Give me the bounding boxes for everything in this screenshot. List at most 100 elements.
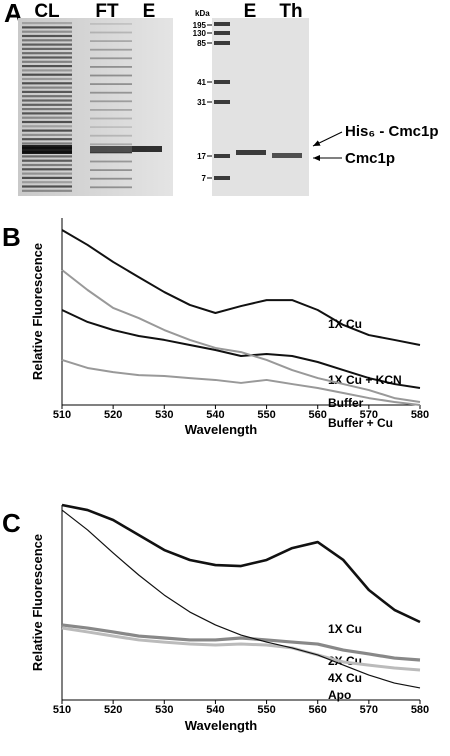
series-label: 1X Cu + KCN [328,373,402,387]
gel-band [22,56,72,59]
x-tick-label: 570 [360,409,378,421]
mw-label: 130 [193,29,207,38]
gel-band [22,155,72,158]
x-tick-label: 530 [155,409,173,421]
y-axis-label: Relative Fluorescence [30,243,45,380]
gel-right [212,18,309,196]
gel-band [214,154,230,158]
mw-label: 31 [197,98,206,107]
gel-band [214,100,230,104]
gel-band [214,22,230,26]
mw-label: 195 [193,21,207,30]
gel-band [22,112,72,115]
x-tick-label: 550 [257,409,275,421]
data-line [61,269,421,403]
gel-band [90,74,132,77]
x-tick-label: 570 [360,704,378,716]
gel-band [90,134,132,137]
series-label: 4X Cu [328,671,362,685]
data-line [61,626,421,672]
mw-label: 7 [202,174,207,183]
x-tick-label: 580 [411,409,429,421]
gel-band [22,52,72,55]
x-tick-label: 510 [53,409,71,421]
x-axis-label: Wavelength [185,718,258,733]
data-line [61,503,421,624]
gel-band [90,57,132,60]
data-line [61,623,421,662]
gel-band [22,30,72,33]
gel-bands [22,22,302,192]
y-axis-label: Relative Fluorescence [30,534,45,671]
series-label: Buffer [328,396,364,410]
gel-band [22,172,72,175]
gel-band [236,150,266,155]
gel-band [90,109,132,111]
gel-band [22,43,72,46]
series-label: Buffer + Cu [328,416,393,430]
gel-band [22,22,72,25]
gel-band [22,133,72,136]
mw-unit: kDa [195,9,210,18]
gel-band [90,146,132,153]
series-label: 1X Cu [328,317,362,331]
data-line [61,309,421,389]
x-tick-label: 560 [309,704,327,716]
gel-band [22,159,72,162]
mw-label: 17 [197,152,206,161]
gel-band [22,138,72,141]
x-tick-label: 520 [104,704,122,716]
gel-band [90,177,132,180]
gel-band [22,145,72,154]
series-label: Apo [328,688,351,702]
lane-label: Th [279,1,302,22]
gel-band [22,47,72,50]
gel-band [22,34,72,38]
gel-band [22,95,72,98]
x-tick-label: 560 [309,409,327,421]
gel-band [22,103,72,106]
gel-band [90,66,132,68]
gel-band [90,83,132,85]
protein-label: His₆ - Cmc1p [345,123,439,140]
mw-label: 85 [197,39,206,48]
gel-band [90,23,132,25]
gel-band [90,40,132,42]
gel-band [22,142,72,145]
x-tick-label: 550 [257,704,275,716]
x-tick-label: 530 [155,704,173,716]
gel-band [22,60,72,63]
gel-band [22,168,72,171]
gel-band [22,65,72,68]
gel-band [214,176,230,180]
panel-label: B [2,222,21,252]
arrow [312,131,343,147]
gel-band [22,69,72,72]
mw-label: 41 [197,78,206,87]
gel-band [22,185,72,188]
gel-band [90,48,132,51]
gel-band [214,41,230,45]
gel-band [22,108,72,111]
gel-band [90,126,132,128]
gel-band [90,186,132,189]
gel-band [90,160,132,163]
gel-band [22,163,72,167]
x-axis-label: Wavelength [185,422,258,437]
gel-band [90,143,132,146]
gel-band [22,39,72,42]
gel-band [132,146,162,152]
gel-band [90,31,132,34]
gel-band [22,181,72,184]
gel-band [22,90,72,93]
gel-band [22,86,72,89]
lane-label: E [244,1,257,22]
x-tick-label: 580 [411,704,429,716]
x-tick-label: 540 [206,409,224,421]
gel-band [22,26,72,29]
gel-left [18,18,173,196]
gel-band [22,125,72,128]
gel-band [22,77,72,81]
